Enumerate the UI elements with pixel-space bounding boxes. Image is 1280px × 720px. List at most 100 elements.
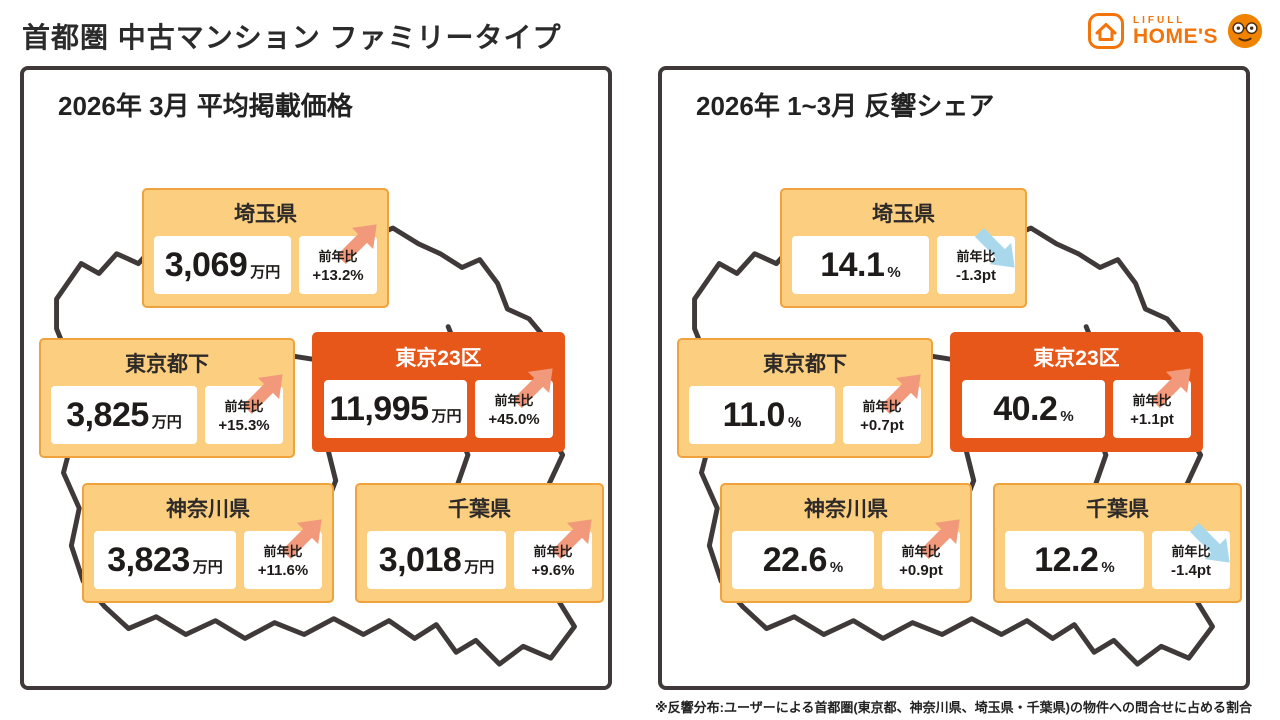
region-name: 東京都下: [125, 353, 209, 376]
region-card-chiba-price: 千葉県 3,018 万円 前年比 +9.6%: [355, 483, 604, 603]
yoy-label: 前年比: [494, 393, 534, 408]
share-unit: %: [1101, 559, 1115, 576]
yoy-up-arrow-icon: [551, 519, 592, 560]
yoy-label: 前年比: [1171, 544, 1211, 559]
yoy-box: 前年比 +1.1pt: [1113, 368, 1191, 438]
region-card-tokyo-23ku-share: 東京23区 40.2 % 前年比 +1.1pt: [950, 332, 1203, 452]
region-name: 埼玉県: [872, 203, 935, 226]
yoy-box: 前年比 +13.2%: [299, 224, 377, 294]
value-box: 11,995 万円: [324, 380, 467, 438]
panel-title-price: 2026年 3月 平均掲載価格: [58, 91, 353, 121]
lifull-homes-logo: LIFULL HOME'S: [1087, 12, 1264, 50]
yoy-box: 前年比 -1.3pt: [937, 227, 1015, 294]
region-name: 東京23区: [395, 347, 482, 370]
value-box: 3,069 万円: [154, 236, 291, 294]
region-card-saitama-price: 埼玉県 3,069 万円 前年比 +13.2%: [142, 188, 389, 308]
yoy-label: 前年比: [901, 544, 941, 559]
price-value: 3,825: [66, 396, 149, 434]
price-unit: 万円: [464, 559, 495, 576]
yoy-up-arrow-icon: [336, 224, 377, 265]
yoy-label: 前年比: [862, 399, 902, 414]
yoy-down-arrow-icon: [974, 227, 1015, 268]
price-value: 3,823: [107, 541, 190, 579]
footnote: ※反響分布:ユーザーによる首都圏(東京都、神奈川県、埼玉県・千葉県)の物件への問…: [655, 700, 1252, 715]
yoy-box: 前年比 +0.9pt: [882, 519, 960, 589]
share-unit: %: [1060, 408, 1074, 425]
yoy-label: 前年比: [318, 249, 358, 264]
house-icon: [1087, 13, 1124, 49]
yoy-up-arrow-icon: [1150, 368, 1191, 409]
yoy-label: 前年比: [224, 399, 264, 414]
page-title: 首都圏 中古マンション ファミリータイプ: [22, 22, 562, 53]
region-name: 埼玉県: [234, 203, 297, 226]
region-name: 神奈川県: [166, 498, 250, 521]
share-value: 12.2: [1034, 541, 1099, 579]
share-value: 40.2: [993, 390, 1058, 428]
price-unit: 万円: [250, 264, 281, 281]
region-name: 東京都下: [763, 353, 847, 376]
yoy-value: +13.2%: [312, 267, 364, 284]
share-unit: %: [787, 414, 802, 431]
yoy-label: 前年比: [533, 544, 573, 559]
yoy-label: 前年比: [1132, 393, 1172, 408]
value-box: 3,825 万円: [51, 386, 197, 444]
price-value: 11,995: [329, 390, 429, 428]
yoy-up-arrow-icon: [242, 374, 283, 415]
yoy-up-arrow-icon: [919, 519, 960, 560]
price-panel: 2026年 3月 平均掲載価格 埼玉県 3,069 万円 前年比 +13.2% …: [20, 66, 612, 690]
region-card-tokyo-tama-share: 東京都下 11.0 % 前年比 +0.7pt: [677, 338, 933, 458]
yoy-box: 前年比 +45.0%: [475, 368, 553, 438]
yoy-value: -1.4pt: [1170, 562, 1211, 579]
region-card-tokyo-tama-price: 東京都下 3,825 万円 前年比 +15.3%: [39, 338, 295, 458]
price-value: 3,018: [378, 541, 462, 579]
region-name: 千葉県: [1086, 498, 1149, 521]
price-unit: 万円: [151, 414, 182, 431]
region-name: 千葉県: [448, 498, 511, 521]
yoy-box: 前年比 -1.4pt: [1152, 522, 1230, 589]
share-unit: %: [829, 559, 844, 576]
value-box: 3,018 万円: [367, 531, 506, 589]
yoy-label: 前年比: [263, 544, 303, 559]
value-box: 40.2 %: [962, 380, 1105, 438]
price-unit: 万円: [431, 408, 462, 425]
yoy-up-arrow-icon: [880, 374, 921, 415]
share-panel: 2026年 1~3月 反響シェア 埼玉県 14.1 % 前年比 -1.3pt 東…: [658, 66, 1250, 690]
yoy-value: +0.9pt: [899, 562, 943, 579]
region-card-chiba-share: 千葉県 12.2 % 前年比 -1.4pt: [993, 483, 1242, 603]
region-card-kanagawa-price: 神奈川県 3,823 万円 前年比 +11.6%: [82, 483, 334, 603]
yoy-value: +0.7pt: [860, 417, 904, 434]
yoy-value: -1.3pt: [955, 267, 996, 284]
share-unit: %: [887, 264, 901, 281]
logo-wordmark: LIFULL HOME'S: [1132, 14, 1218, 48]
share-value: 14.1: [820, 246, 885, 284]
region-card-tokyo-23ku-price: 東京23区 11,995 万円 前年比 +45.0%: [312, 332, 565, 452]
yoy-box: 前年比 +15.3%: [205, 374, 283, 444]
mascot-icon: [1227, 13, 1263, 49]
yoy-up-arrow-icon: [281, 519, 322, 560]
share-value: 11.0: [722, 396, 786, 434]
yoy-box: 前年比 +0.7pt: [843, 374, 921, 444]
yoy-value: +11.6%: [257, 562, 309, 579]
share-value: 22.6: [762, 541, 828, 579]
yoy-value: +9.6%: [531, 562, 575, 579]
value-box: 11.0 %: [689, 386, 835, 444]
yoy-value: +1.1pt: [1130, 411, 1174, 428]
value-box: 3,823 万円: [94, 531, 236, 589]
yoy-box: 前年比 +9.6%: [514, 519, 592, 589]
logo-homes-text: HOME'S: [1132, 24, 1218, 48]
value-box: 22.6 %: [732, 531, 874, 589]
value-box: 12.2 %: [1005, 531, 1144, 589]
panel-title-share: 2026年 1~3月 反響シェア: [696, 91, 995, 121]
yoy-box: 前年比 +11.6%: [244, 519, 322, 589]
logo-lifull-text: LIFULL: [1132, 14, 1186, 26]
region-card-saitama-share: 埼玉県 14.1 % 前年比 -1.3pt: [780, 188, 1027, 308]
yoy-value: +15.3%: [218, 417, 270, 434]
price-unit: 万円: [192, 559, 223, 576]
region-name: 神奈川県: [804, 498, 888, 521]
yoy-down-arrow-icon: [1189, 522, 1230, 563]
price-value: 3,069: [164, 246, 248, 284]
region-name: 東京23区: [1033, 347, 1120, 370]
region-card-kanagawa-share: 神奈川県 22.6 % 前年比 +0.9pt: [720, 483, 972, 603]
value-box: 14.1 %: [792, 236, 929, 294]
